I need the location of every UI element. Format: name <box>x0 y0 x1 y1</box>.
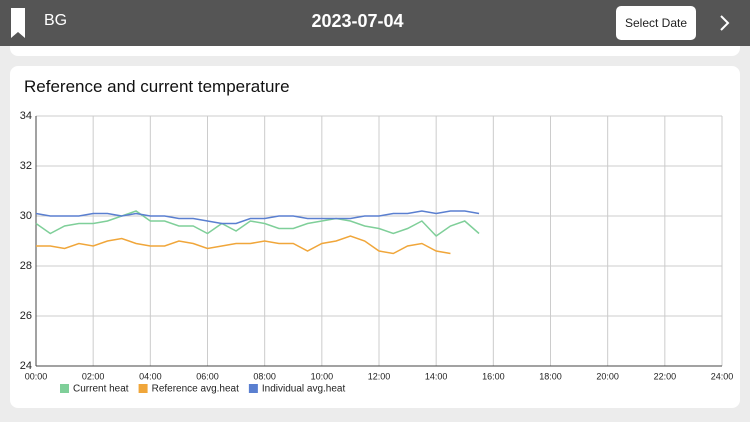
y-tick-label: 32 <box>20 160 32 172</box>
x-tick-label: 10:00 <box>311 371 334 381</box>
date: 2023-07-04 <box>311 11 404 31</box>
x-tick-label: 06:00 <box>196 371 219 381</box>
x-tick-label: 00:00 <box>25 371 48 381</box>
x-tick-label: 04:00 <box>139 371 162 381</box>
next-button[interactable] <box>716 0 736 46</box>
series-line <box>35 210 480 237</box>
y-tick-label: 28 <box>20 260 32 272</box>
legend-swatch <box>60 384 69 393</box>
legend-swatch <box>248 384 258 393</box>
card-edge <box>10 46 740 56</box>
y-tick-label: 24 <box>20 360 32 372</box>
x-tick-label: 02:00 <box>82 371 105 381</box>
legend-label: Current heat <box>73 384 129 395</box>
chart-title: Reference and current temperature <box>24 77 290 96</box>
legend-label: Reference avg.heat <box>152 384 240 395</box>
bookmark-icon[interactable] <box>8 0 38 46</box>
series-line <box>36 235 451 255</box>
top-bar: BG 2023-07-04 Select Date <box>0 0 750 46</box>
series-line <box>35 210 480 225</box>
select-date-button[interactable]: Select Date <box>616 6 696 40</box>
x-tick-label: 14:00 <box>425 371 448 381</box>
x-tick-label: 18:00 <box>539 371 562 381</box>
x-tick-label: 22:00 <box>654 371 677 381</box>
y-tick-label: 30 <box>20 210 32 222</box>
x-tick-label: 16:00 <box>482 371 505 381</box>
chart-card <box>10 66 740 408</box>
x-tick-label: 12:00 <box>368 371 391 381</box>
legend-swatch <box>138 384 148 393</box>
x-tick-label: 24:00 <box>711 371 734 381</box>
x-tick-label: 08:00 <box>253 371 276 381</box>
y-tick-label: 34 <box>20 110 32 122</box>
legend-label: Individual avg.heat <box>262 384 346 395</box>
site-label: BG <box>44 12 68 29</box>
y-tick-label: 26 <box>20 310 32 322</box>
x-tick-label: 20:00 <box>596 371 619 381</box>
